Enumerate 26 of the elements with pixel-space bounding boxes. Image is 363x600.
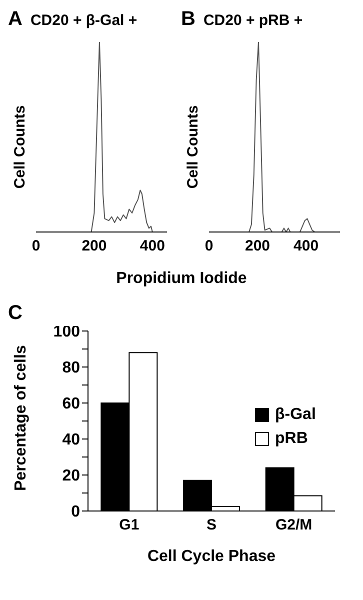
x-tick-label: 400 [294,238,319,255]
x-tick-label: 200 [245,238,270,255]
x-tick-label: G1 [119,516,140,534]
y-tick-label: 0 [71,504,80,521]
y-tick-label: 20 [62,468,80,485]
text: A [8,8,22,31]
x-tick-label: G2/M [275,516,312,534]
x-tick-label: 200 [82,238,107,255]
y-axis-title: Cell Counts [12,105,28,189]
chart-title: CD20 + pRB + [203,12,303,29]
legend-label: pRB [275,430,308,448]
chart-title: CD20 + β-Gal + [30,12,138,29]
text: C [8,302,22,325]
y-tick-label: 60 [62,396,80,413]
y-axis-title: Percentage of cells [12,345,30,491]
y-tick-label: 40 [62,432,80,449]
x-axis-title: Cell Cycle Phase [147,548,276,565]
x-tick-label: 0 [204,238,214,255]
y-tick-label: 80 [62,360,80,377]
text: B [181,8,196,31]
x-tick-label: 0 [32,238,40,255]
x-tick-label: S [206,516,217,534]
legend-label: β-Gal [275,406,316,424]
y-axis-title: Cell Counts [184,105,202,189]
x-axis-title: Propidium Iodide [115,270,248,288]
x-tick-label: 400 [140,238,165,255]
